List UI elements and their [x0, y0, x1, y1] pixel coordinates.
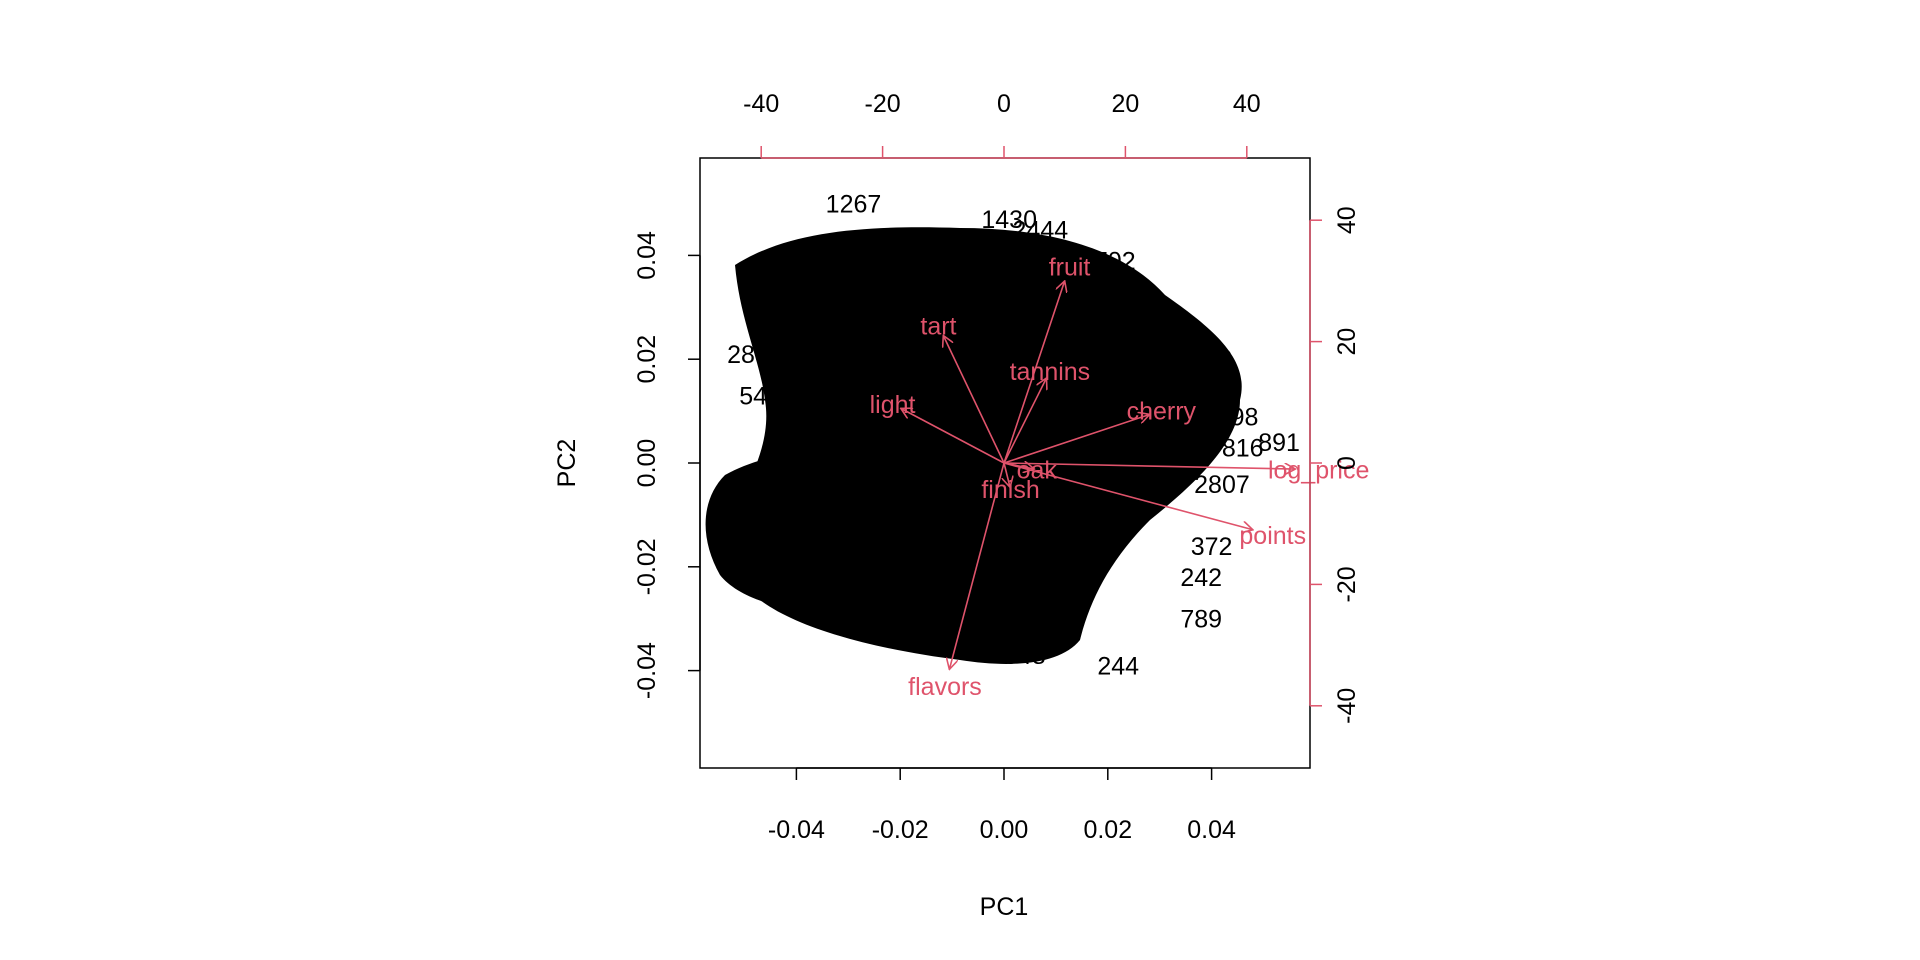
loading-arrow	[1003, 462, 1253, 530]
loading-label: cherry	[1127, 398, 1197, 426]
top-tick-label: 0	[997, 90, 1011, 118]
loading-labels: fruit tart tannins light cherry log_pricefini…	[870, 253, 1370, 701]
loading-label: finish	[981, 476, 1039, 504]
top-tick-label: -40	[743, 90, 779, 118]
loading-label: oak	[1017, 457, 1058, 485]
right-tick-label: 40	[1333, 206, 1361, 234]
x-tick-label: 0.04	[1187, 816, 1236, 844]
loading-label: tart	[920, 312, 956, 340]
observation-label: 3462	[789, 315, 845, 343]
observation-label: 2886	[727, 341, 783, 369]
y-axis-left: -0.04 -0.02 0.00 0.02 0.04	[633, 231, 701, 699]
y-axis-right: -40 -20 0 20 40	[1309, 206, 1361, 724]
y-tick-label: 0.02	[633, 335, 661, 384]
observation-label: 2441	[769, 242, 825, 270]
x-axis-bottom: -0.04 -0.02 0.00 0.02 0.04	[768, 767, 1236, 844]
y-axis-title: PC2	[553, 439, 581, 488]
y-tick-label: -0.02	[633, 538, 661, 595]
observation-label: 816	[1222, 434, 1264, 462]
observation-label: 2702	[1080, 248, 1136, 276]
observation-label: 2444	[1013, 216, 1069, 244]
observation-label: 1336	[769, 517, 825, 545]
x-tick-label: 0.02	[1083, 816, 1132, 844]
observation-label: 1430	[981, 206, 1037, 234]
x-axis-title: PC1	[980, 893, 1029, 921]
top-tick-label: -20	[865, 90, 901, 118]
right-tick-label: -40	[1333, 688, 1361, 724]
loading-label: tannins	[1010, 358, 1091, 386]
observation-cloud	[705, 227, 1242, 664]
loading-label: light	[870, 391, 916, 419]
x-tick-label: 0.00	[980, 816, 1029, 844]
right-tick-label: -20	[1333, 566, 1361, 602]
loading-label: fruit	[1049, 253, 1091, 281]
top-tick-label: 20	[1111, 90, 1139, 118]
observation-label: 548	[1004, 642, 1046, 670]
observation-label: 244	[1097, 652, 1139, 680]
x-tick-label: -0.02	[872, 816, 929, 844]
loading-arrow	[1003, 378, 1046, 464]
x-axis-top: -40 -20 0 20 40	[743, 90, 1261, 159]
observation-label: 372	[1191, 533, 1233, 561]
observation-label: 1267	[826, 191, 882, 219]
y-tick-label: 0.00	[633, 439, 661, 488]
observation-label: 702	[801, 284, 843, 312]
loading-arrow	[1004, 462, 1010, 487]
observation-label: 246	[1191, 346, 1233, 374]
observation-label: 891	[1258, 429, 1300, 457]
observation-label: 789	[1180, 606, 1222, 634]
y-tick-label: 0.04	[633, 231, 661, 280]
observation-label: 544	[739, 383, 781, 411]
top-tick-label: 40	[1233, 90, 1261, 118]
loading-arrows	[901, 281, 1296, 669]
loading-arrow	[1003, 281, 1065, 464]
right-tick-label: 20	[1333, 328, 1361, 356]
right-tick-label: 0	[1333, 456, 1361, 470]
observation-label: 363	[1123, 310, 1165, 338]
loading-label: log_price	[1268, 457, 1369, 485]
loading-arrow	[1003, 414, 1150, 464]
loading-arrow	[949, 462, 1005, 669]
observation-label: 2807	[1194, 471, 1250, 499]
y-tick-label: -0.04	[633, 642, 661, 699]
observation-label: 498	[1217, 403, 1259, 431]
loading-label: points	[1239, 522, 1306, 550]
observation-label: 242	[1180, 564, 1222, 592]
observation-label: 278	[1165, 372, 1207, 400]
x-tick-label: -0.04	[768, 816, 825, 844]
loading-arrow	[1003, 462, 1295, 469]
loading-label: flavors	[908, 673, 982, 701]
loading-arrow	[901, 408, 1005, 464]
loading-arrow	[943, 336, 1005, 464]
